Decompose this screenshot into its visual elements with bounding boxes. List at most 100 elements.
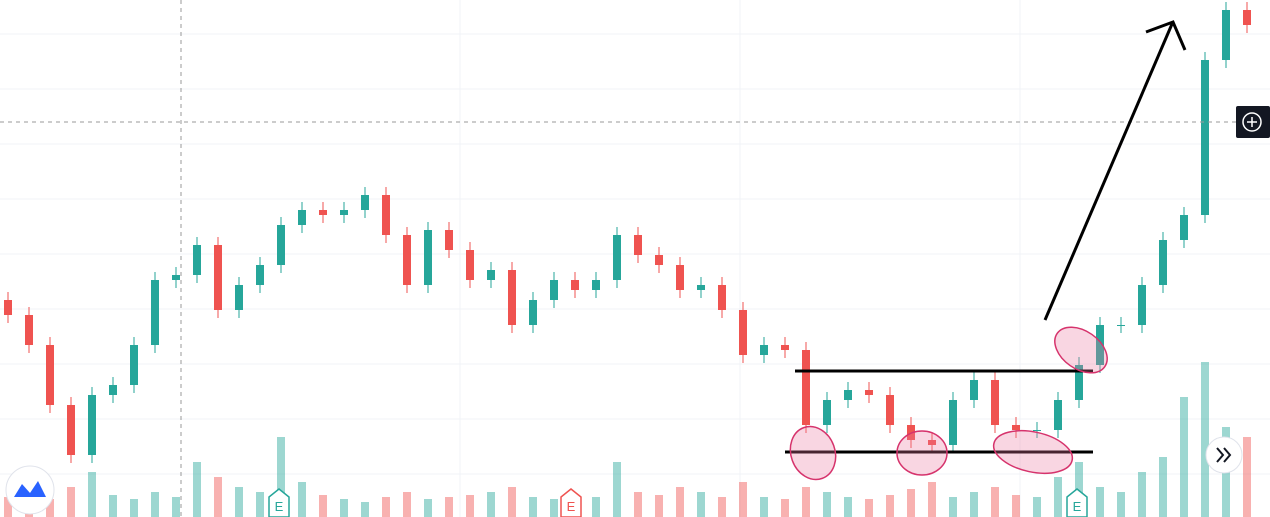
volume-bar <box>235 487 243 517</box>
volume-bar <box>991 487 999 517</box>
candle-body <box>760 345 768 355</box>
volume-bar <box>298 482 306 517</box>
volume-bar <box>88 472 96 517</box>
candle-body <box>697 285 705 290</box>
candle-body <box>130 345 138 385</box>
candle-body <box>319 210 327 215</box>
volume-bar <box>865 499 873 517</box>
volume-bar <box>466 495 474 517</box>
candle-body <box>172 275 180 280</box>
candle-body <box>928 440 936 445</box>
candle-body <box>46 345 54 405</box>
candle-body <box>613 235 621 280</box>
candle-body <box>676 265 684 290</box>
candle-body <box>571 280 579 290</box>
volume-bar <box>130 499 138 517</box>
annotations <box>785 20 1187 481</box>
event-label: E <box>567 499 576 514</box>
candle-body <box>67 405 75 455</box>
candle-body <box>529 300 537 325</box>
volume-bar <box>907 489 915 517</box>
volume-bar <box>550 499 558 517</box>
candle-body <box>970 380 978 400</box>
candle-body <box>403 235 411 285</box>
volume-bar <box>1075 462 1083 517</box>
candle-body <box>991 380 999 425</box>
candle-body <box>235 285 243 310</box>
volume-bar <box>1159 457 1167 517</box>
candle-body <box>151 280 159 345</box>
candle-body <box>508 270 516 325</box>
volume-bar <box>109 495 117 517</box>
volume-bar <box>928 482 936 517</box>
event-badge <box>268 488 290 517</box>
volume-bar <box>1054 477 1062 517</box>
volume-bar <box>949 497 957 517</box>
volume-bar <box>1138 472 1146 517</box>
candle-body <box>1117 325 1125 326</box>
candle-body <box>592 280 600 290</box>
volume-bar <box>802 487 810 517</box>
volume-bar <box>487 492 495 517</box>
highlight <box>992 429 1074 475</box>
candle-body <box>109 385 117 395</box>
volume-bar <box>676 487 684 517</box>
volume-bar <box>1096 487 1104 517</box>
zoom-button[interactable] <box>1236 106 1270 138</box>
arrow-head <box>1145 20 1187 51</box>
logo[interactable] <box>5 465 55 515</box>
volume-bar <box>277 437 285 517</box>
volume-bar <box>844 497 852 517</box>
volume-bar <box>508 487 516 517</box>
volume-bar <box>340 499 348 517</box>
candle-body <box>1222 10 1230 60</box>
volume-bar <box>4 497 12 517</box>
candle-body <box>382 195 390 235</box>
candle-body <box>277 225 285 265</box>
volume-bar <box>361 502 369 517</box>
volume-bar <box>1180 397 1188 517</box>
candle-body <box>1180 215 1188 240</box>
candle-body <box>739 310 747 355</box>
volume-bar <box>529 497 537 517</box>
candle-body <box>1201 60 1209 215</box>
volume-bar <box>403 492 411 517</box>
volume-bar <box>319 495 327 517</box>
volume-bar <box>256 492 264 517</box>
volume-bar <box>445 497 453 517</box>
candle-body <box>823 400 831 425</box>
candle-body <box>949 400 957 445</box>
candle-body <box>340 210 348 215</box>
candle-body <box>865 390 873 395</box>
scroll-button[interactable] <box>1205 436 1243 474</box>
candle-body <box>634 235 642 255</box>
candle-body <box>214 245 222 310</box>
highlight <box>896 430 948 476</box>
candle-body <box>550 280 558 300</box>
event-badge <box>1066 488 1088 517</box>
volume-bar <box>760 497 768 517</box>
candle-body <box>1159 240 1167 285</box>
volume-bar <box>67 487 75 517</box>
volume-bar <box>655 495 663 517</box>
volume-bar <box>1243 437 1251 517</box>
volume-bar <box>424 499 432 517</box>
volume-bar <box>781 499 789 517</box>
event-label: E <box>1073 499 1082 514</box>
highlight <box>789 425 837 481</box>
candle-body <box>781 345 789 350</box>
volume-bar <box>172 497 180 517</box>
volume-bar <box>613 462 621 517</box>
volume-bar <box>823 492 831 517</box>
volume-bar <box>214 477 222 517</box>
candle-body <box>1096 325 1104 365</box>
event-label: E <box>275 499 284 514</box>
candle-body <box>844 390 852 400</box>
candle-body <box>802 350 810 425</box>
volume-bar <box>739 482 747 517</box>
candle-body <box>886 395 894 425</box>
candle-body <box>88 395 96 455</box>
volume-bar <box>382 497 390 517</box>
